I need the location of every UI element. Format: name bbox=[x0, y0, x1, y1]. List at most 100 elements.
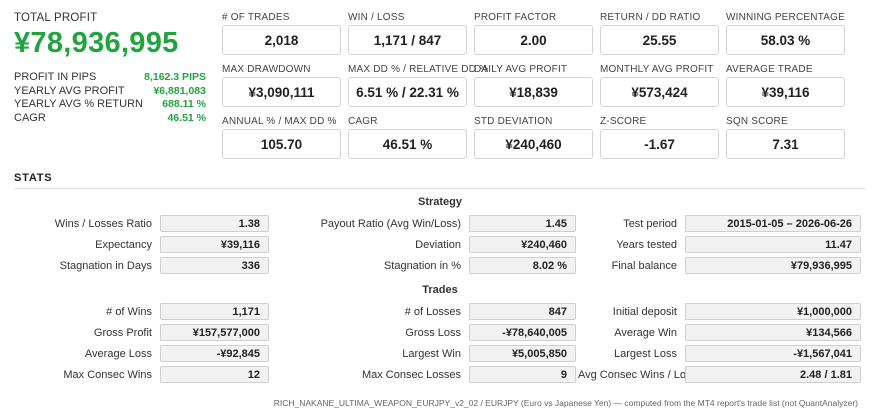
stats-divider bbox=[14, 188, 866, 189]
stat-value: 8.02 % bbox=[469, 257, 576, 274]
stat-label: Payout Ratio (Avg Win/Loss) bbox=[320, 217, 461, 230]
summary-row-label: YEARLY AVG % RETURN bbox=[14, 98, 143, 110]
stat-row: Largest Win ¥5,005,850 bbox=[280, 343, 576, 364]
metric-tile-value: 46.51 % bbox=[348, 129, 467, 159]
metric-tile: RETURN / DD RATIO 25.55 bbox=[600, 12, 719, 55]
stat-label: Years tested bbox=[616, 238, 677, 251]
stat-value: ¥1,000,000 bbox=[685, 303, 861, 320]
metric-tile-value: ¥240,460 bbox=[474, 129, 593, 159]
stat-label: Largest Win bbox=[402, 347, 461, 360]
metric-tile: ANNUAL % / MAX DD % 105.70 bbox=[222, 116, 341, 159]
stat-value: ¥5,005,850 bbox=[469, 345, 576, 362]
stat-row: Test period 2015-01-05 – 2026-06-26 bbox=[578, 213, 861, 234]
strategy-column-2: Payout Ratio (Avg Win/Loss) 1.45 Deviatio… bbox=[280, 213, 576, 276]
stats-section-title: STATS bbox=[14, 172, 53, 184]
metric-tile-value: 7.31 bbox=[726, 129, 845, 159]
stat-row: Stagnation in % 8.02 % bbox=[280, 255, 576, 276]
stat-value: 1.38 bbox=[160, 215, 269, 232]
metric-tile-label: STD DEVIATION bbox=[474, 116, 553, 127]
stat-row: Final balance ¥79,936,995 bbox=[578, 255, 861, 276]
trades-column-2: # of Losses 847 Gross Loss -¥78,640,005 La… bbox=[280, 301, 576, 385]
metric-tile-value: 2,018 bbox=[222, 25, 341, 55]
metric-tile-value: 58.03 % bbox=[726, 25, 845, 55]
stat-label: Avg Consec Wins / Losses bbox=[578, 368, 709, 381]
metric-tile-label: Z-SCORE bbox=[600, 116, 647, 127]
stat-label: Largest Loss bbox=[614, 347, 677, 360]
stat-row: Initial deposit ¥1,000,000 bbox=[578, 301, 861, 322]
metric-tile: AVERAGE TRADE ¥39,116 bbox=[726, 64, 845, 107]
summary-row: CAGR 46.51 % bbox=[14, 112, 206, 126]
metric-tile-value: 105.70 bbox=[222, 129, 341, 159]
strategy-column-3: Test period 2015-01-05 – 2026-06-26 Years… bbox=[578, 213, 861, 276]
metric-tile: STD DEVIATION ¥240,460 bbox=[474, 116, 593, 159]
stat-value: 12 bbox=[160, 366, 269, 383]
metric-tile-label: ANNUAL % / MAX DD % bbox=[222, 116, 337, 127]
footer-note: RICH_NAKANE_ULTIMA_WEAPON_EURJPY_v2_02 /… bbox=[273, 398, 858, 408]
stat-label: Average Win bbox=[614, 326, 677, 339]
stat-row: Gross Loss -¥78,640,005 bbox=[280, 322, 576, 343]
stat-row: Expectancy ¥39,116 bbox=[14, 234, 269, 255]
strategy-column-1: Wins / Losses Ratio 1.38 Expectancy ¥39,11… bbox=[14, 213, 269, 276]
metric-tile: WINNING PERCENTAGE 58.03 % bbox=[726, 12, 845, 55]
summary-row-label: PROFIT IN PIPS bbox=[14, 71, 97, 83]
stat-value: ¥134,566 bbox=[685, 324, 861, 341]
metric-tile-value: ¥18,839 bbox=[474, 77, 593, 107]
metric-tile-value: 6.51 % / 22.31 % bbox=[348, 77, 467, 107]
stat-label: Average Loss bbox=[84, 347, 152, 360]
total-profit-value: ¥78,936,995 bbox=[14, 27, 179, 59]
metric-tile-value: ¥3,090,111 bbox=[222, 77, 341, 107]
stat-row: # of Losses 847 bbox=[280, 301, 576, 322]
metric-tiles-grid: # OF TRADES 2,018 WIN / LOSS 1,171 / 847 P… bbox=[222, 12, 870, 159]
metric-tile-label: MONTHLY AVG PROFIT bbox=[600, 64, 714, 75]
metric-tile: MAX DD % / RELATIVE DD % 6.51 % / 22.31 % bbox=[348, 64, 489, 107]
stat-value: 847 bbox=[469, 303, 576, 320]
stat-label: # of Wins bbox=[106, 305, 152, 318]
stat-label: Wins / Losses Ratio bbox=[54, 217, 152, 230]
metric-tile-label: CAGR bbox=[348, 116, 378, 127]
stat-label: Max Consec Wins bbox=[63, 368, 152, 381]
stat-row: Max Consec Losses 9 bbox=[280, 364, 576, 385]
stat-value: -¥1,567,041 bbox=[685, 345, 861, 362]
stat-row: Years tested 11.47 bbox=[578, 234, 861, 255]
metric-tile: Z-SCORE -1.67 bbox=[600, 116, 719, 159]
summary-row-value: 46.51 % bbox=[167, 111, 206, 124]
stat-label: Test period bbox=[623, 217, 677, 230]
metric-tile-value: -1.67 bbox=[600, 129, 719, 159]
metric-tile: WIN / LOSS 1,171 / 847 bbox=[348, 12, 467, 55]
metric-tile-label: AVERAGE TRADE bbox=[726, 64, 813, 75]
stat-label: # of Losses bbox=[404, 305, 461, 318]
metric-tile: DAILY AVG PROFIT ¥18,839 bbox=[474, 64, 593, 107]
stat-value: -¥92,845 bbox=[160, 345, 269, 362]
stat-value: ¥79,936,995 bbox=[685, 257, 861, 274]
stat-value: 336 bbox=[160, 257, 269, 274]
strategy-group-title: Strategy bbox=[417, 196, 463, 208]
stat-label: Gross Loss bbox=[405, 326, 461, 339]
trades-column-1: # of Wins 1,171 Gross Profit ¥157,577,000 … bbox=[14, 301, 269, 385]
stat-label: Stagnation in Days bbox=[59, 259, 152, 272]
metric-tile-label: MAX DD % / RELATIVE DD % bbox=[348, 64, 489, 75]
metric-tile-label: DAILY AVG PROFIT bbox=[474, 64, 568, 75]
metric-tile: SQN SCORE 7.31 bbox=[726, 116, 845, 159]
stat-value: 2.48 / 1.81 bbox=[685, 366, 861, 383]
trades-column-3: Initial deposit ¥1,000,000 Average Win ¥13… bbox=[578, 301, 861, 385]
stat-value: ¥157,577,000 bbox=[160, 324, 269, 341]
summary-panel: TOTAL PROFIT ¥78,936,995 PROFIT IN PIPS … bbox=[14, 12, 206, 125]
summary-row: YEARLY AVG PROFIT ¥6,881,083 bbox=[14, 85, 206, 99]
stat-row: Wins / Losses Ratio 1.38 bbox=[14, 213, 269, 234]
summary-row: YEARLY AVG % RETURN 688.11 % bbox=[14, 98, 206, 112]
metric-tile: MAX DRAWDOWN ¥3,090,111 bbox=[222, 64, 341, 107]
metric-tile-value: ¥573,424 bbox=[600, 77, 719, 107]
metric-tile-label: SQN SCORE bbox=[726, 116, 788, 127]
summary-rows: PROFIT IN PIPS 8,162.3 PIPS YEARLY AVG P… bbox=[14, 71, 206, 125]
stat-label: Stagnation in % bbox=[383, 259, 461, 272]
summary-row-value: 688.11 % bbox=[162, 98, 206, 110]
stat-row: Gross Profit ¥157,577,000 bbox=[14, 322, 269, 343]
stat-value: 1,171 bbox=[160, 303, 269, 320]
stat-value: ¥240,460 bbox=[469, 236, 576, 253]
metric-tile-label: MAX DRAWDOWN bbox=[222, 64, 311, 75]
stat-value: -¥78,640,005 bbox=[469, 324, 576, 341]
stat-label: Max Consec Losses bbox=[361, 368, 461, 381]
metric-tile-label: PROFIT FACTOR bbox=[474, 12, 557, 23]
metric-tile-label: WIN / LOSS bbox=[348, 12, 405, 23]
metric-tile-value: 2.00 bbox=[474, 25, 593, 55]
